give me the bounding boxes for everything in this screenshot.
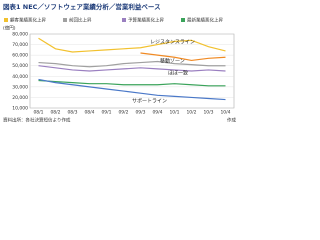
x-tick-label: 08/2 [50, 110, 60, 116]
x-tick-label: 09/1 [101, 110, 111, 116]
y-tick-label: 50,000 [12, 63, 28, 69]
y-tick-label: 10,000 [12, 106, 28, 112]
x-tick-label: 09/3 [135, 110, 145, 116]
legend-swatch [181, 18, 185, 22]
series-line [140, 52, 226, 62]
series-line [38, 79, 226, 87]
legend-swatch [122, 18, 126, 22]
series-line [38, 37, 226, 53]
y-tick-label: 70,000 [12, 42, 28, 48]
annotation: サポートライン [132, 98, 167, 105]
annotation: レジスタンスライン [150, 39, 195, 46]
note: 作成 [227, 117, 236, 124]
chart-title: 図表1 NEC／ソフトウェア業績分析／営業利益ベース [3, 2, 161, 11]
source: 資料出所：各社決算短信より作成 [3, 117, 71, 124]
legend-label: 前回比上昇 [69, 17, 92, 24]
legend-label: 予算業績悪化上昇 [128, 17, 164, 24]
x-tick-label: 09/4 [152, 110, 162, 116]
series-line [38, 60, 226, 68]
chart: 図表1 NEC／ソフトウェア業績分析／営業利益ベース (億円) 資料出所：各社決… [0, 0, 240, 126]
annotation: ほぼ一致 [168, 70, 188, 77]
legend-swatch [63, 18, 67, 22]
y-tick-label: 20,000 [12, 95, 28, 101]
x-tick-label: 10/1 [169, 110, 179, 116]
annotation: 移動ゾーン [160, 58, 185, 65]
y-tick-label: 40,000 [12, 74, 28, 80]
series-line [38, 65, 226, 72]
x-tick-label: 08/1 [33, 110, 43, 116]
x-tick-label: 10/2 [186, 110, 196, 116]
y-tick-label: 30,000 [12, 84, 28, 90]
y-tick-label: 60,000 [12, 53, 28, 59]
series-line [38, 78, 226, 101]
legend-swatch [4, 18, 8, 22]
x-tick-label: 10/3 [203, 110, 213, 116]
x-tick-label: 10/4 [220, 110, 230, 116]
legend-label: 顧客業績悪化上昇 [10, 17, 46, 24]
y-tick-label: 80,000 [12, 32, 28, 38]
x-tick-label: 09/2 [118, 110, 128, 116]
y-axis-label: (億円) [3, 25, 16, 32]
legend-label: 最新業績悪化上昇 [187, 17, 223, 24]
x-tick-label: 08/4 [84, 110, 94, 116]
x-tick-label: 08/3 [67, 110, 77, 116]
